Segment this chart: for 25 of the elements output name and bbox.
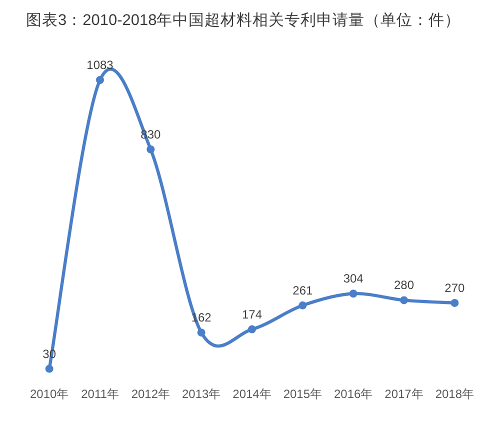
title: 图表3：2010-2018年中国超材料相关专利申请量（单位：件） — [26, 12, 461, 29]
point — [298, 301, 307, 310]
x-tick-label: 2011年 — [81, 387, 119, 401]
point — [349, 290, 358, 298]
data-label: 270 — [444, 280, 465, 295]
x-tick-label: 2016年 — [334, 387, 373, 401]
x-tick-label: 2012年 — [131, 387, 170, 401]
point — [197, 328, 206, 337]
point — [248, 325, 256, 334]
x-tick-label: 2018年 — [435, 387, 474, 401]
x-tick-label: 2017年 — [384, 387, 424, 401]
point — [400, 296, 408, 304]
x-tick-label: 2013年 — [182, 387, 221, 401]
point — [146, 145, 155, 154]
data-label: 280 — [394, 278, 414, 292]
x-tick-label: 2010年 — [30, 387, 69, 401]
x-tick-label: 2015年 — [283, 387, 322, 401]
data-label: 261 — [292, 283, 313, 298]
data-label: 174 — [242, 307, 262, 322]
data-label: 304 — [343, 272, 364, 286]
point — [450, 298, 459, 307]
point — [45, 364, 54, 373]
x-tick-label: 2014年 — [232, 387, 272, 401]
point — [96, 76, 104, 84]
data-label: 1083 — [86, 58, 114, 72]
